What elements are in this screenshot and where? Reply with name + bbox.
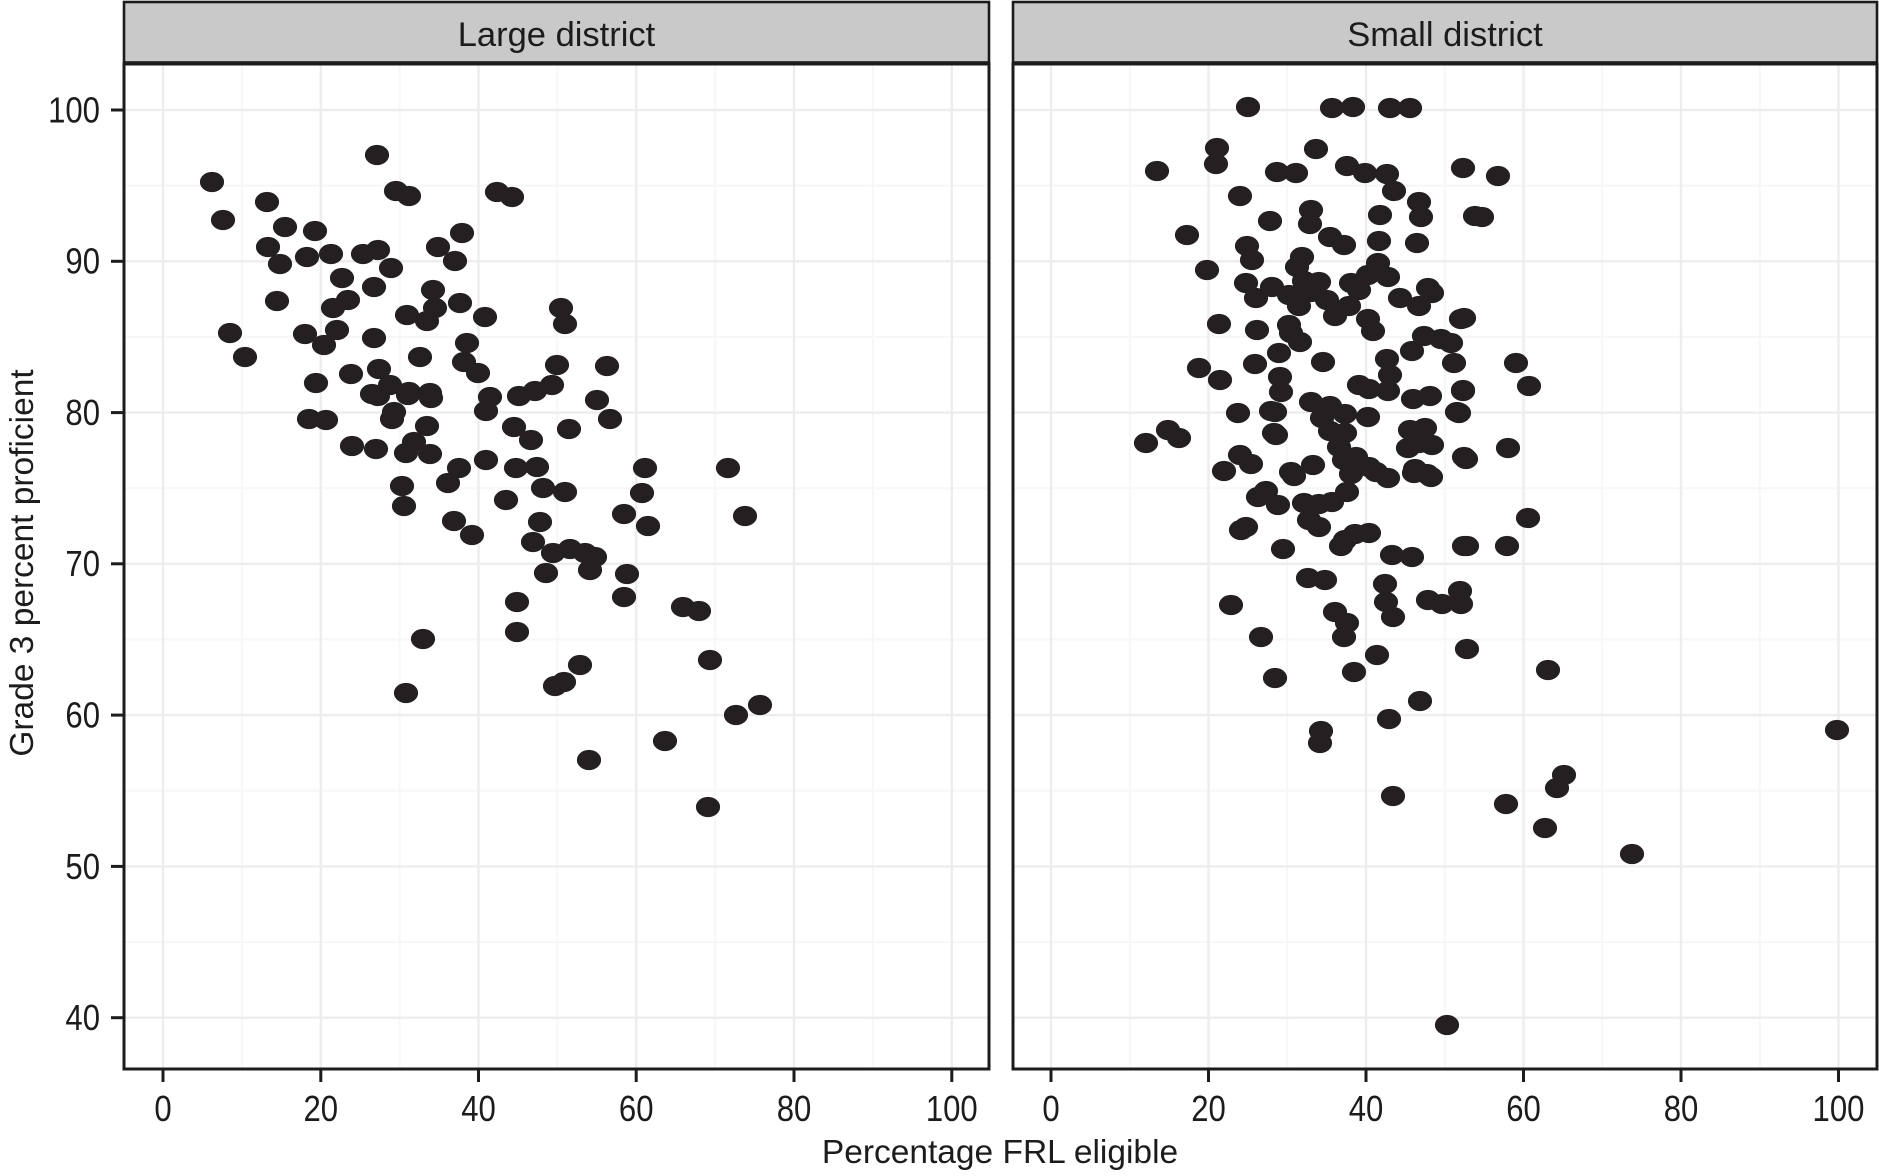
svg-text:100: 100 bbox=[48, 89, 100, 130]
svg-text:80: 80 bbox=[65, 392, 100, 433]
svg-text:60: 60 bbox=[1506, 1088, 1541, 1129]
svg-text:60: 60 bbox=[65, 695, 100, 736]
svg-text:90: 90 bbox=[65, 241, 100, 282]
svg-text:20: 20 bbox=[1191, 1088, 1226, 1129]
svg-text:Small district: Small district bbox=[1347, 16, 1543, 54]
svg-text:40: 40 bbox=[65, 997, 100, 1038]
svg-text:100: 100 bbox=[926, 1088, 978, 1129]
svg-text:Grade 3 percent proficient: Grade 3 percent proficient bbox=[4, 369, 41, 757]
svg-text:80: 80 bbox=[1664, 1088, 1699, 1129]
svg-text:0: 0 bbox=[1042, 1088, 1059, 1129]
svg-text:80: 80 bbox=[777, 1088, 812, 1129]
svg-text:40: 40 bbox=[461, 1088, 496, 1129]
svg-text:100: 100 bbox=[1813, 1088, 1865, 1129]
svg-text:60: 60 bbox=[619, 1088, 654, 1129]
svg-text:40: 40 bbox=[1349, 1088, 1384, 1129]
svg-text:Percentage FRL eligible: Percentage FRL eligible bbox=[822, 1134, 1178, 1171]
svg-text:50: 50 bbox=[65, 846, 100, 887]
svg-text:20: 20 bbox=[304, 1088, 339, 1129]
svg-text:Large district: Large district bbox=[458, 16, 656, 54]
svg-text:70: 70 bbox=[65, 543, 100, 584]
svg-text:0: 0 bbox=[154, 1088, 171, 1129]
